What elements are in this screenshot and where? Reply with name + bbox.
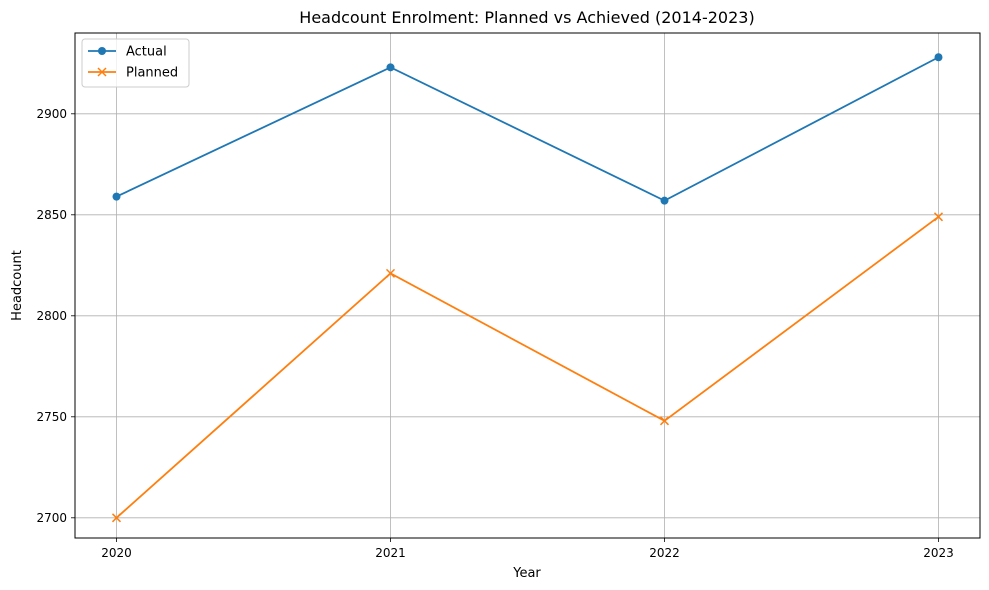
series-group	[111, 53, 944, 523]
data-point-planned	[659, 416, 670, 426]
series-line-actual	[116, 56, 939, 202]
y-tick-label: 2900	[36, 107, 67, 121]
data-point-planned	[933, 212, 944, 222]
legend-marker-actual	[98, 47, 106, 55]
legend-label-planned: Planned	[126, 66, 178, 81]
y-axis-label: Headcount	[10, 250, 25, 321]
data-point-planned	[111, 513, 122, 523]
legend: Actual Planned	[81, 38, 190, 88]
x-tick-label: 2023	[923, 546, 954, 560]
x-tick-label: 2020	[101, 546, 132, 560]
x-axis: 2020 2021 2022 2023	[101, 538, 954, 560]
y-axis: 2700 2750 2800 2850 2900	[36, 107, 75, 525]
series-line-planned	[115, 216, 940, 519]
y-tick-label: 2700	[36, 511, 67, 525]
data-point-planned	[385, 268, 396, 278]
data-point-actual	[386, 63, 395, 72]
x-tick-label: 2021	[375, 546, 406, 560]
grid	[75, 33, 980, 538]
chart-title: Headcount Enrolment: Planned vs Achieved…	[299, 8, 754, 27]
x-axis-label: Year	[512, 566, 541, 581]
y-tick-label: 2850	[36, 208, 67, 222]
data-point-actual	[934, 53, 943, 62]
data-point-actual	[112, 192, 121, 201]
plot-area-frame	[74, 32, 981, 539]
legend-label-actual: Actual	[126, 45, 167, 60]
x-tick-label: 2022	[649, 546, 680, 560]
y-tick-label: 2800	[36, 309, 67, 323]
y-tick-label: 2750	[36, 410, 67, 424]
legend-marker-planned	[97, 67, 107, 77]
data-point-actual	[660, 196, 669, 205]
